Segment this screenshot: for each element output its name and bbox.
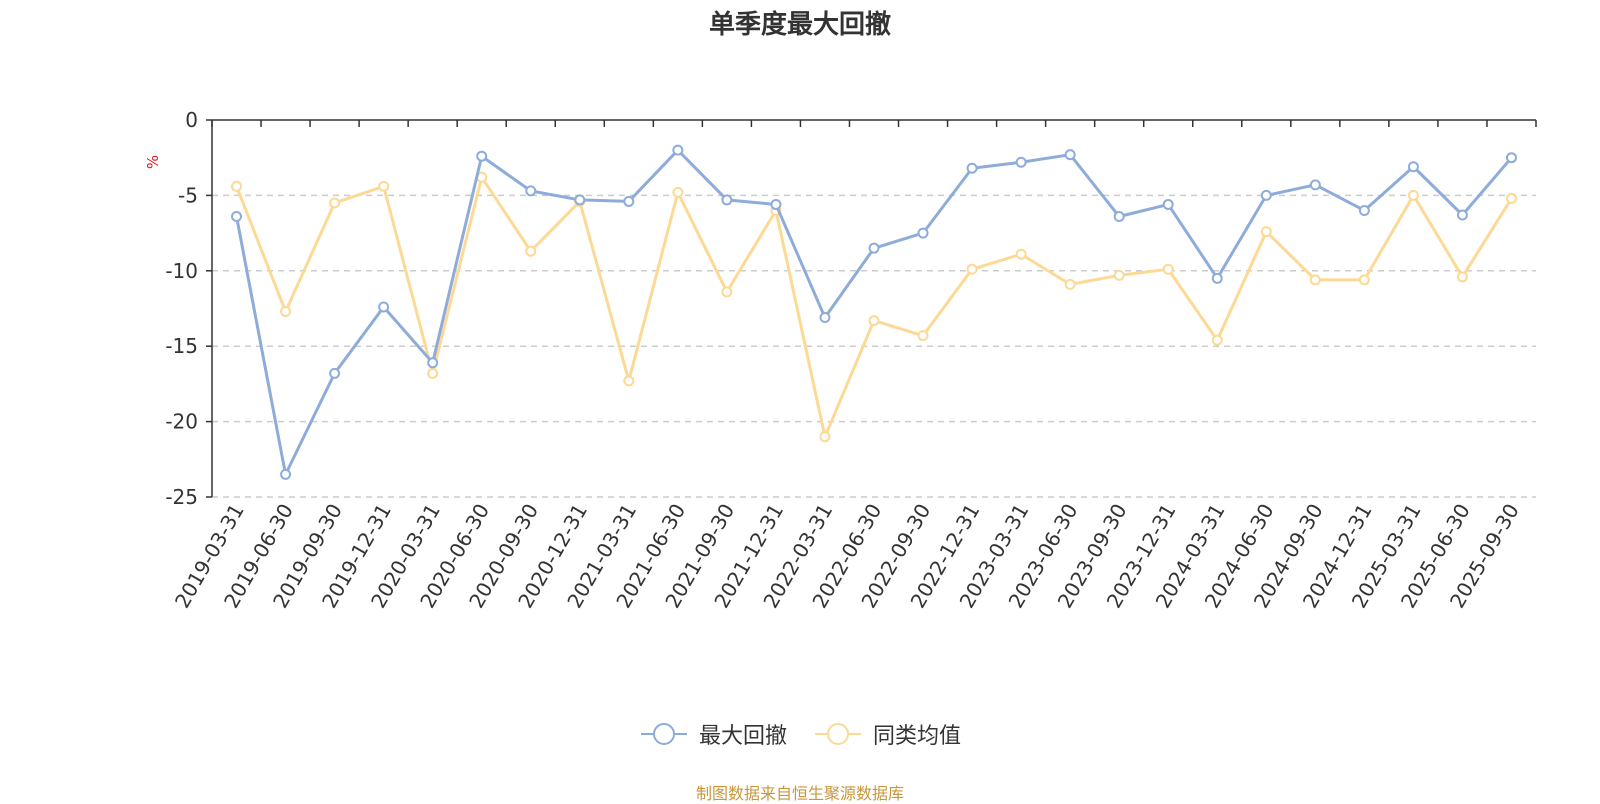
data-point [623, 195, 635, 207]
data-point [868, 242, 880, 254]
data-point [1064, 149, 1076, 161]
legend-label: 同类均值 [873, 724, 962, 749]
data-point [1505, 192, 1517, 204]
data-point [1015, 248, 1027, 260]
data-point [721, 286, 733, 298]
data-point [525, 185, 537, 197]
data-point [476, 150, 488, 162]
data-point [1162, 263, 1174, 275]
data-point [819, 312, 831, 324]
y-tick-label: -20 [165, 410, 198, 434]
data-point [231, 211, 243, 223]
series-max-drawdown [231, 144, 1517, 480]
y-tick-label: -15 [165, 334, 198, 358]
data-point [1211, 334, 1223, 346]
data-point [329, 367, 341, 379]
gridlines [212, 194, 1536, 498]
legend-line-marker-icon [640, 723, 687, 745]
data-point [1211, 272, 1223, 284]
data-point [917, 330, 929, 342]
legend-label: 最大回撤 [698, 724, 787, 749]
data-point [574, 194, 586, 206]
data-point [1456, 271, 1468, 283]
legend-item-peer-average[interactable]: 同类均值 [813, 718, 961, 750]
data-point [1015, 156, 1027, 168]
data-point [966, 162, 978, 174]
data-point [329, 197, 341, 209]
chart-title: 单季度最大回撤 [708, 10, 891, 40]
data-point [427, 357, 439, 369]
legend-item-max-drawdown[interactable]: 最大回撤 [639, 718, 787, 750]
data-point [1407, 189, 1419, 201]
data-point [1505, 152, 1517, 164]
data-point [917, 227, 929, 239]
data-source-note: 制图数据来自恒生聚源数据库 [695, 784, 904, 803]
series [231, 144, 1517, 480]
data-point [672, 186, 684, 198]
series-line [235, 148, 1513, 476]
data-point [1260, 226, 1272, 238]
data-point [1113, 269, 1125, 281]
data-point [672, 144, 684, 156]
data-point [1358, 274, 1370, 286]
data-point [280, 468, 292, 480]
data-point [623, 375, 635, 387]
y-tick-label: 0 [185, 108, 198, 132]
y-axis-label: % [144, 155, 162, 169]
axes: 0-5-10-15-20-25%2019-03-312019-06-302019… [144, 108, 1537, 612]
y-tick-label: -25 [165, 485, 198, 509]
data-point [1260, 189, 1272, 201]
data-point [1407, 161, 1419, 173]
data-point [770, 198, 782, 210]
data-point [231, 180, 243, 192]
data-point [721, 194, 733, 206]
series-line [235, 175, 1513, 439]
data-point [1309, 274, 1321, 286]
data-point [1113, 211, 1125, 223]
data-point [966, 263, 978, 275]
data-point [868, 315, 880, 327]
data-point [280, 306, 292, 318]
data-point [378, 180, 390, 192]
data-point [819, 431, 831, 443]
data-point [1309, 179, 1321, 191]
series-peer-average [231, 171, 1517, 443]
data-point [1064, 278, 1076, 290]
data-point [525, 245, 537, 257]
y-tick-label: -10 [165, 259, 198, 283]
data-point [1456, 209, 1468, 221]
legend: 最大回撤 同类均值 [0, 718, 1600, 750]
y-tick-label: -5 [178, 183, 198, 207]
data-point [378, 301, 390, 313]
legend-line-marker-icon [815, 723, 861, 745]
data-point [427, 367, 439, 379]
data-point [1162, 198, 1174, 210]
data-point [1358, 204, 1370, 216]
